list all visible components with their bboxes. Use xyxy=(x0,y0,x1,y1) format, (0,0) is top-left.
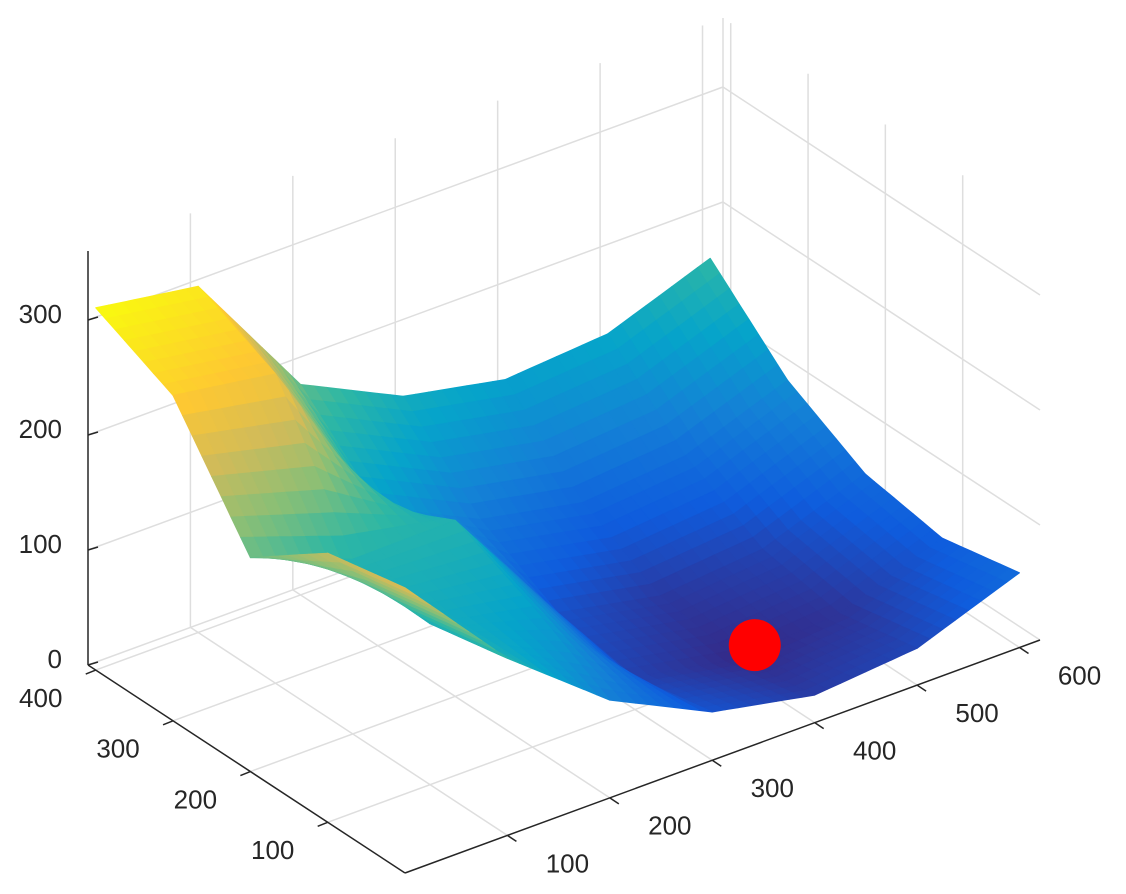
z-tick xyxy=(87,316,99,321)
z-tick-label: 300 xyxy=(19,299,62,329)
x-tick xyxy=(507,834,517,843)
z-tick-label: 100 xyxy=(19,529,62,559)
x-tick xyxy=(1019,646,1029,655)
y-axis xyxy=(87,664,406,874)
z-tick-label: 200 xyxy=(19,414,62,444)
x-tick xyxy=(609,797,620,805)
x-axis xyxy=(404,639,1041,874)
x-tick xyxy=(814,722,825,730)
grid-line xyxy=(190,626,508,837)
x-tick-label: 400 xyxy=(853,736,896,766)
grid-line xyxy=(722,316,1041,526)
markers xyxy=(728,619,781,672)
y-tick-label: 300 xyxy=(96,734,139,764)
surface xyxy=(95,257,1020,713)
x-tick-label: 600 xyxy=(1058,660,1101,690)
grid-line xyxy=(722,86,1041,296)
grid-line xyxy=(87,86,724,321)
y-tick xyxy=(317,821,328,827)
x-tick xyxy=(916,684,927,692)
z-tick xyxy=(87,661,99,666)
marker xyxy=(728,619,781,672)
x-tick-label: 500 xyxy=(955,698,998,728)
x-tick xyxy=(711,759,722,767)
grid-line xyxy=(722,201,1041,411)
z-tick-label: 0 xyxy=(48,644,62,674)
z-tick xyxy=(87,431,99,436)
z-tick xyxy=(87,546,99,551)
y-tick xyxy=(162,720,174,726)
y-tick-label: 100 xyxy=(251,835,294,865)
y-tick-label: 200 xyxy=(174,784,217,814)
x-tick-label: 300 xyxy=(751,773,794,803)
x-tick-label: 200 xyxy=(648,811,691,841)
grid-line xyxy=(292,589,611,799)
y-tick xyxy=(85,669,97,675)
y-tick xyxy=(240,770,251,777)
axes: 100 200 300 400 500 600 100 200 300 400 0 100 200 300 xyxy=(19,251,1101,878)
surface-patch xyxy=(394,583,419,598)
x-tick-label: 100 xyxy=(546,848,589,878)
y-tick-label: 400 xyxy=(19,683,62,713)
